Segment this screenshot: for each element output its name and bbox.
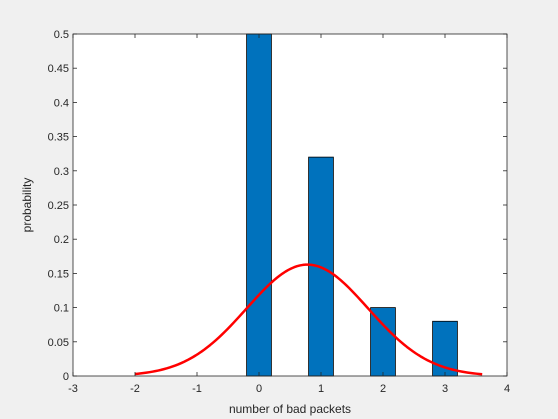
x-tick-label: -3 <box>68 383 78 395</box>
x-tick-label: 0 <box>256 383 262 395</box>
y-tick-label: 0.4 <box>54 97 69 109</box>
x-tick-label: -1 <box>192 383 202 395</box>
y-tick-label: 0.1 <box>54 303 69 315</box>
y-tick-label: 0.3 <box>54 166 69 178</box>
axes-background <box>73 34 507 376</box>
bars-layer <box>246 33 458 377</box>
x-tick-label: 4 <box>504 383 510 395</box>
x-axis-ticks: -3 -2 -1 0 1 2 3 4 <box>68 34 510 395</box>
fit-curve <box>134 263 483 376</box>
y-tick-label: 0 <box>63 371 69 383</box>
x-axis-label: number of bad packets <box>229 402 351 416</box>
y-tick-label: 0.35 <box>48 132 69 144</box>
y-axis-label: probability <box>20 178 34 233</box>
bar <box>246 33 272 377</box>
y-axis-ticks: 0 0.05 0.1 0.15 0.2 0.25 0.3 0.35 0.4 0.45 0.5 <box>48 29 507 383</box>
x-tick-label: 3 <box>442 383 448 395</box>
x-tick-label: 1 <box>318 383 324 395</box>
bar <box>370 307 396 377</box>
y-tick-label: 0.2 <box>54 234 69 246</box>
y-tick-label: 0.25 <box>48 200 69 212</box>
y-tick-label: 0.5 <box>54 29 69 41</box>
x-tick-label: 2 <box>380 383 386 395</box>
y-tick-label: 0.45 <box>48 63 69 75</box>
y-tick-label: 0.15 <box>48 268 69 280</box>
x-tick-label: -2 <box>130 383 140 395</box>
y-tick-label: 0.05 <box>48 337 69 349</box>
